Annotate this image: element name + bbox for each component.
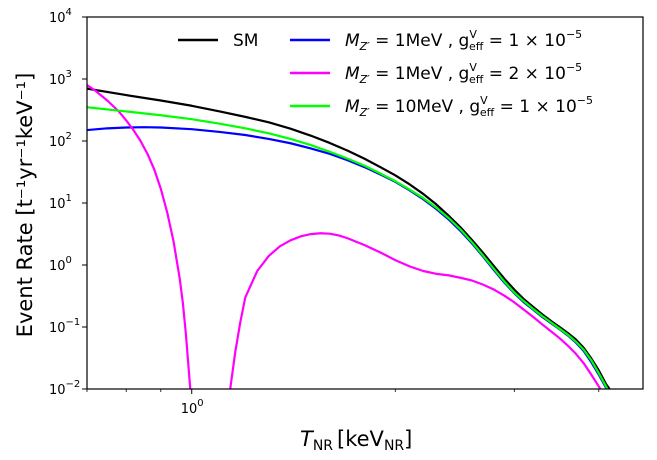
x-axis-label: TNR [keVNR]	[300, 427, 412, 454]
legend-label-1: MZ′ = 1MeV , gV eff = 1 × 10−5	[345, 28, 582, 53]
y-axis-label: Event Rate [t⁻¹yr⁻¹keV⁻¹]	[13, 73, 37, 338]
series-line-2	[87, 84, 192, 389]
series-line-3	[229, 232, 602, 389]
legend: SM MZ′ = 1MeV , gV eff = 1 × 10−5 MZ′ = 1Me…	[178, 28, 593, 119]
series-line-4	[87, 106, 609, 389]
y-tick-label-6: 104	[49, 7, 72, 26]
legend-label-2: MZ′ = 1MeV , gV eff = 2 × 10−5	[345, 61, 582, 86]
x-tick-label-0: 100	[181, 398, 204, 417]
y-tick-label-2: 100	[49, 255, 72, 274]
y-tick-label-1: 10−1	[49, 317, 80, 336]
legend-label-3: MZ′ = 10MeV , gV eff = 1 × 10−5	[345, 94, 593, 119]
plot-area	[87, 84, 611, 389]
legend-label-0: SM	[233, 31, 258, 51]
y-tick-label-4: 102	[49, 131, 72, 150]
y-tick-label-5: 103	[49, 69, 72, 88]
y-tick-label-0: 10−2	[49, 379, 80, 398]
axis-ticks: 10−2 10−1 100 101 102 103 104 100	[49, 7, 600, 417]
y-tick-label-3: 101	[49, 193, 72, 212]
series-line-0	[87, 87, 611, 389]
